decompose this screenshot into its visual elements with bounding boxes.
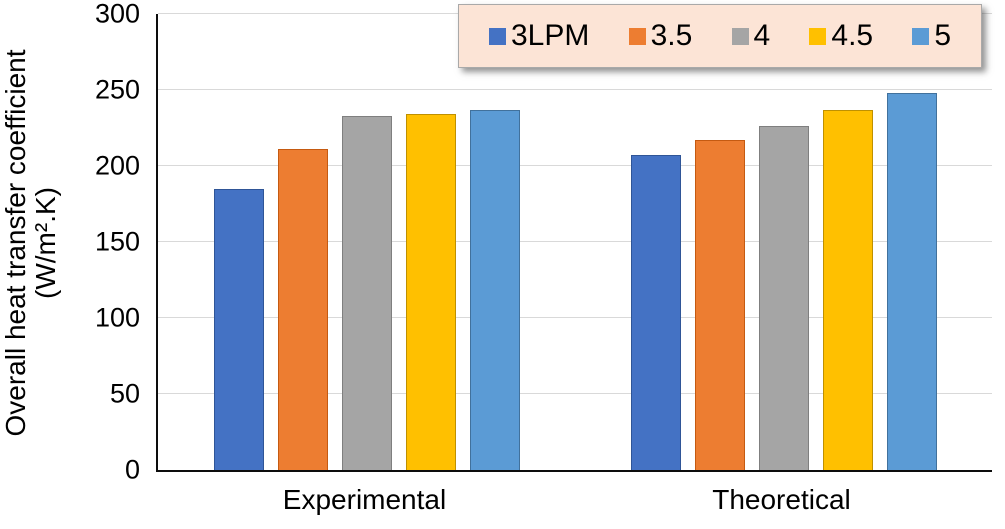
y-tick-200: 200 xyxy=(94,150,140,181)
legend-item-3.5: 3.5 xyxy=(628,19,693,53)
legend-label: 3.5 xyxy=(650,19,693,52)
gridline-100 xyxy=(158,316,992,318)
legend: 3LPM 3.5 4 4.5 5 xyxy=(458,4,982,68)
bar-group-experimental xyxy=(158,14,575,470)
legend-swatch-icon xyxy=(912,27,930,45)
x-axis-category-labels: Experimental Theoretical xyxy=(156,484,990,516)
bar-group-theoretical xyxy=(575,14,992,470)
bar-3.5-experimental xyxy=(277,149,328,470)
legend-swatch-icon xyxy=(809,27,827,45)
plot-area xyxy=(156,13,992,472)
x-axis-label-experimental: Experimental xyxy=(282,484,447,515)
x-axis-label-theoretical: Theoretical xyxy=(712,484,851,515)
legend-label: 4 xyxy=(753,19,771,52)
y-axis-title-line1: Overall heat transfer coefficient xyxy=(0,49,31,437)
bar-3LPM-theoretical xyxy=(630,155,681,470)
bar-5-experimental xyxy=(469,109,520,470)
legend-label: 4.5 xyxy=(831,19,874,52)
y-tick-300: 300 xyxy=(94,0,140,29)
bar-4.5-experimental xyxy=(405,114,456,470)
legend-item-4.5: 4.5 xyxy=(809,19,873,53)
y-axis-title: Overall heat transfer coefficient (W/m².… xyxy=(0,14,63,472)
y-tick-150: 150 xyxy=(94,226,140,257)
legend-swatch-icon xyxy=(628,27,646,45)
bar-4-theoretical xyxy=(758,126,809,470)
gridline-150 xyxy=(158,241,992,242)
bar-3LPM-experimental xyxy=(213,188,264,470)
legend-item-5: 5 xyxy=(912,19,951,53)
gridline-200 xyxy=(158,164,992,166)
bar-3.5-theoretical xyxy=(694,140,745,470)
legend-swatch-icon xyxy=(731,27,749,45)
legend-item-3LPM: 3LPM xyxy=(489,19,589,53)
bar-4-experimental xyxy=(341,115,392,470)
legend-label: 5 xyxy=(934,19,951,52)
y-tick-250: 250 xyxy=(94,74,140,105)
legend-label: 3LPM xyxy=(511,19,590,52)
y-tick-0: 0 xyxy=(124,454,140,485)
bar-4.5-theoretical xyxy=(822,109,873,470)
bar-5-theoretical xyxy=(886,93,937,470)
y-tick-100: 100 xyxy=(94,302,140,333)
legend-item-4: 4 xyxy=(731,19,771,53)
gridline-50 xyxy=(158,393,992,394)
legend-swatch-icon xyxy=(489,27,506,45)
gridline-250 xyxy=(158,88,992,90)
y-axis-tick-labels: 0 50 100 150 200 250 300 xyxy=(56,0,140,485)
y-tick-50: 50 xyxy=(109,378,140,409)
